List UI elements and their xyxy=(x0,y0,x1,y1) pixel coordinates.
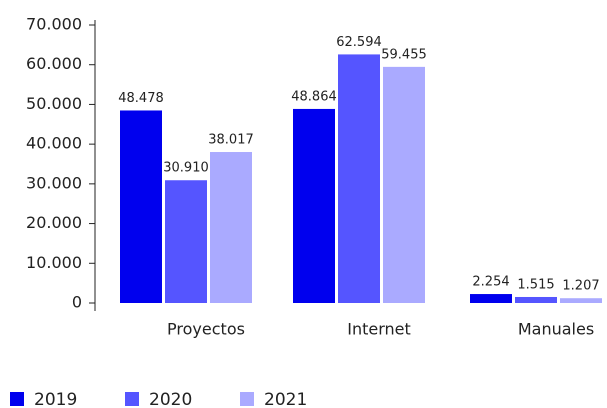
legend-swatch xyxy=(125,392,139,406)
x-tick-label: Internet xyxy=(347,320,411,339)
legend-swatch xyxy=(240,392,254,406)
value-label: 30.910 xyxy=(163,161,209,176)
value-label: 48.864 xyxy=(291,89,337,104)
legend-label: 2021 xyxy=(264,390,307,408)
bar xyxy=(120,110,162,303)
bar xyxy=(338,54,380,303)
x-tick-label: Proyectos xyxy=(167,320,245,339)
y-tick-label: 40.000 xyxy=(26,134,82,153)
legend-label: 2019 xyxy=(34,390,77,408)
y-tick-label: 50.000 xyxy=(26,94,82,113)
y-tick-label: 10.000 xyxy=(26,253,82,272)
bar xyxy=(293,108,335,303)
legend-swatch xyxy=(10,392,24,406)
y-tick-label: 0 xyxy=(72,293,82,312)
value-label: 38.017 xyxy=(208,133,254,148)
x-tick-label: Manuales xyxy=(518,320,594,339)
value-label: 62.594 xyxy=(336,35,382,50)
y-tick-label: 30.000 xyxy=(26,173,82,192)
bar xyxy=(470,294,512,303)
bar xyxy=(165,180,207,303)
value-label: 1.207 xyxy=(562,279,599,294)
value-label: 2.254 xyxy=(472,275,509,290)
bar xyxy=(383,66,425,303)
bar xyxy=(515,296,557,303)
value-label: 1.515 xyxy=(517,277,554,292)
legend-label: 2020 xyxy=(149,390,192,408)
bar xyxy=(560,298,602,303)
y-tick-label: 70.000 xyxy=(26,15,82,34)
bar xyxy=(210,152,252,303)
value-label: 48.478 xyxy=(118,91,164,106)
value-label: 59.455 xyxy=(381,47,427,62)
y-tick-label: 60.000 xyxy=(26,54,82,73)
y-tick-label: 20.000 xyxy=(26,213,82,232)
